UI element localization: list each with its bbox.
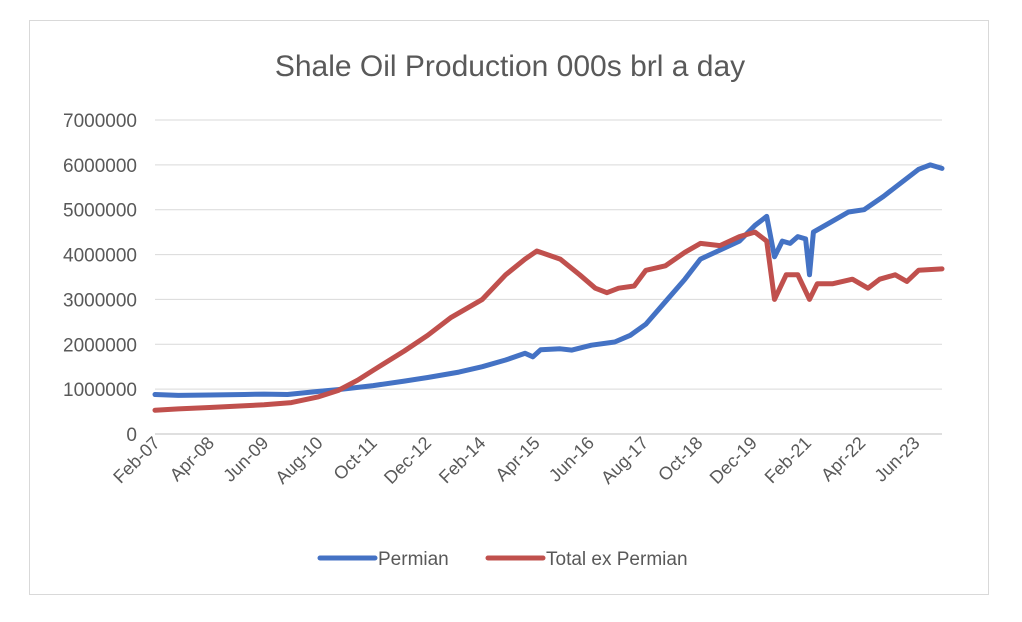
x-tick-label: Aug-17: [597, 433, 652, 488]
x-tick-label: Jun-09: [219, 433, 272, 486]
y-axis-tick-labels: 0 1000000 2000000 3000000 4000000 5000000 6000…: [63, 111, 137, 446]
y-tick-label: 6000000: [63, 156, 137, 177]
line-chart: Shale Oil Production 000s brl a day 0 100…: [63, 50, 945, 570]
x-tick-label: Dec-12: [380, 433, 435, 488]
chart-title: Shale Oil Production 000s brl a day: [275, 50, 745, 83]
x-tick-label: Jun-16: [545, 433, 598, 486]
y-tick-label: 0: [126, 425, 137, 446]
x-tick-label: Apr-15: [491, 433, 543, 485]
x-tick-label: Oct-11: [330, 433, 381, 484]
series-line-permian: [152, 162, 945, 398]
x-tick-label: Apr-22: [817, 433, 869, 485]
x-tick-label: Aug-10: [271, 433, 326, 488]
y-tick-label: 1000000: [63, 380, 137, 401]
y-tick-label: 3000000: [63, 290, 137, 311]
x-tick-label: Jun-23: [871, 433, 924, 486]
gridlines: [155, 119, 942, 435]
legend-label: Total ex Permian: [546, 549, 688, 570]
legend: Permian Total ex Permian: [317, 549, 688, 570]
y-tick-label: 5000000: [63, 201, 137, 222]
series-lines: [152, 162, 945, 413]
legend-label: Permian: [378, 549, 449, 570]
x-tick-label: Oct-18: [654, 433, 706, 485]
y-tick-label: 7000000: [63, 111, 137, 132]
y-tick-label: 2000000: [63, 335, 137, 356]
y-tick-label: 4000000: [63, 246, 137, 267]
x-axis-tick-labels: Feb-07 Apr-08 Jun-09 Aug-10 Oct-11 Dec-12 Feb-…: [109, 433, 923, 488]
x-tick-label: Apr-08: [166, 433, 218, 485]
x-tick-label: Feb-14: [435, 433, 489, 487]
x-tick-label: Dec-19: [706, 433, 761, 488]
x-tick-label: Feb-21: [761, 433, 815, 487]
chart-frame: Shale Oil Production 000s brl a day 0 100…: [29, 20, 989, 595]
series-line-total-ex-permian: [152, 229, 945, 413]
